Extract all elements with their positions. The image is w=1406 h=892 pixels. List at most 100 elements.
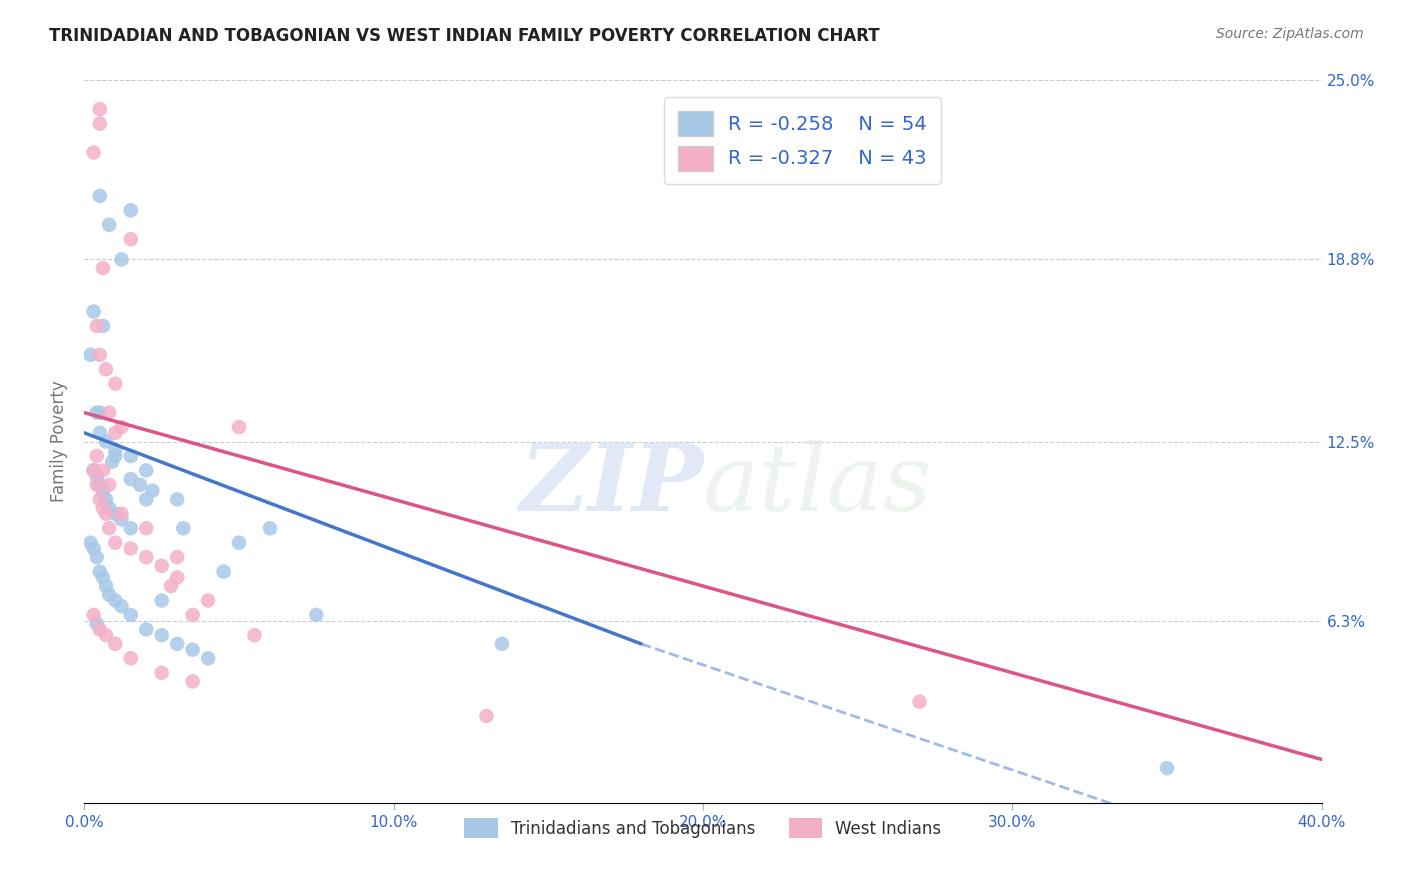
Point xyxy=(475,709,498,723)
Point xyxy=(135,623,157,637)
Point xyxy=(79,348,101,362)
Point xyxy=(98,478,121,492)
Text: atlas: atlas xyxy=(703,440,932,530)
Point xyxy=(228,420,250,434)
Text: Source: ZipAtlas.com: Source: ZipAtlas.com xyxy=(1216,27,1364,41)
Point xyxy=(89,425,111,440)
Point xyxy=(83,463,105,477)
Point xyxy=(120,232,142,246)
Point xyxy=(94,579,117,593)
Text: ZIP: ZIP xyxy=(519,440,703,530)
Point xyxy=(104,507,127,521)
Point xyxy=(491,637,513,651)
Point xyxy=(110,252,132,267)
Point xyxy=(104,376,127,391)
Point xyxy=(166,550,188,565)
Point xyxy=(197,593,219,607)
Point xyxy=(135,521,157,535)
Point xyxy=(104,593,127,607)
Point xyxy=(110,420,132,434)
Point xyxy=(110,599,132,614)
Point xyxy=(94,628,117,642)
Point xyxy=(908,695,931,709)
Point xyxy=(150,628,173,642)
Point xyxy=(89,623,111,637)
Point xyxy=(104,425,127,440)
Point xyxy=(120,521,142,535)
Text: TRINIDADIAN AND TOBAGONIAN VS WEST INDIAN FAMILY POVERTY CORRELATION CHART: TRINIDADIAN AND TOBAGONIAN VS WEST INDIA… xyxy=(49,27,880,45)
Point xyxy=(110,512,132,526)
Point xyxy=(129,478,152,492)
Point xyxy=(150,593,173,607)
Point xyxy=(181,674,204,689)
Point xyxy=(86,406,108,420)
Point xyxy=(259,521,281,535)
Point xyxy=(166,570,188,584)
Point xyxy=(83,541,105,556)
Point xyxy=(104,637,127,651)
Point xyxy=(89,117,111,131)
Legend: Trinidadians and Tobagonians, West Indians: Trinidadians and Tobagonians, West India… xyxy=(458,812,948,845)
Point xyxy=(91,261,114,276)
Point xyxy=(94,507,117,521)
Point xyxy=(104,443,127,458)
Point xyxy=(91,501,114,516)
Point xyxy=(91,318,114,333)
Point xyxy=(166,637,188,651)
Point xyxy=(212,565,235,579)
Point xyxy=(181,607,204,622)
Point xyxy=(91,570,114,584)
Point xyxy=(91,463,114,477)
Point xyxy=(86,550,108,565)
Point xyxy=(135,550,157,565)
Point xyxy=(86,449,108,463)
Point xyxy=(141,483,163,498)
Point xyxy=(89,492,111,507)
Point xyxy=(160,579,183,593)
Point xyxy=(104,449,127,463)
Point xyxy=(98,501,121,516)
Point xyxy=(120,651,142,665)
Point xyxy=(1156,761,1178,775)
Point xyxy=(89,565,111,579)
Point xyxy=(98,521,121,535)
Point xyxy=(305,607,328,622)
Point xyxy=(86,616,108,631)
Point xyxy=(120,472,142,486)
Point xyxy=(135,463,157,477)
Point xyxy=(243,628,266,642)
Point xyxy=(94,362,117,376)
Point xyxy=(89,348,111,362)
Point xyxy=(79,535,101,549)
Point xyxy=(83,607,105,622)
Point xyxy=(150,558,173,573)
Point xyxy=(86,318,108,333)
Point xyxy=(181,642,204,657)
Point xyxy=(83,463,105,477)
Point xyxy=(104,535,127,549)
Point xyxy=(172,521,194,535)
Point xyxy=(120,203,142,218)
Point xyxy=(89,189,111,203)
Point xyxy=(98,406,121,420)
Point xyxy=(91,483,114,498)
Point xyxy=(101,455,124,469)
Point xyxy=(98,218,121,232)
Point xyxy=(94,434,117,449)
Point xyxy=(83,304,105,318)
Point xyxy=(94,492,117,507)
Point xyxy=(228,535,250,549)
Point xyxy=(89,406,111,420)
Point xyxy=(120,607,142,622)
Point xyxy=(166,492,188,507)
Point xyxy=(98,588,121,602)
Y-axis label: Family Poverty: Family Poverty xyxy=(51,381,69,502)
Point xyxy=(120,541,142,556)
Point xyxy=(150,665,173,680)
Point xyxy=(110,507,132,521)
Point xyxy=(86,469,108,483)
Point xyxy=(83,145,105,160)
Point xyxy=(197,651,219,665)
Point xyxy=(120,449,142,463)
Point xyxy=(135,492,157,507)
